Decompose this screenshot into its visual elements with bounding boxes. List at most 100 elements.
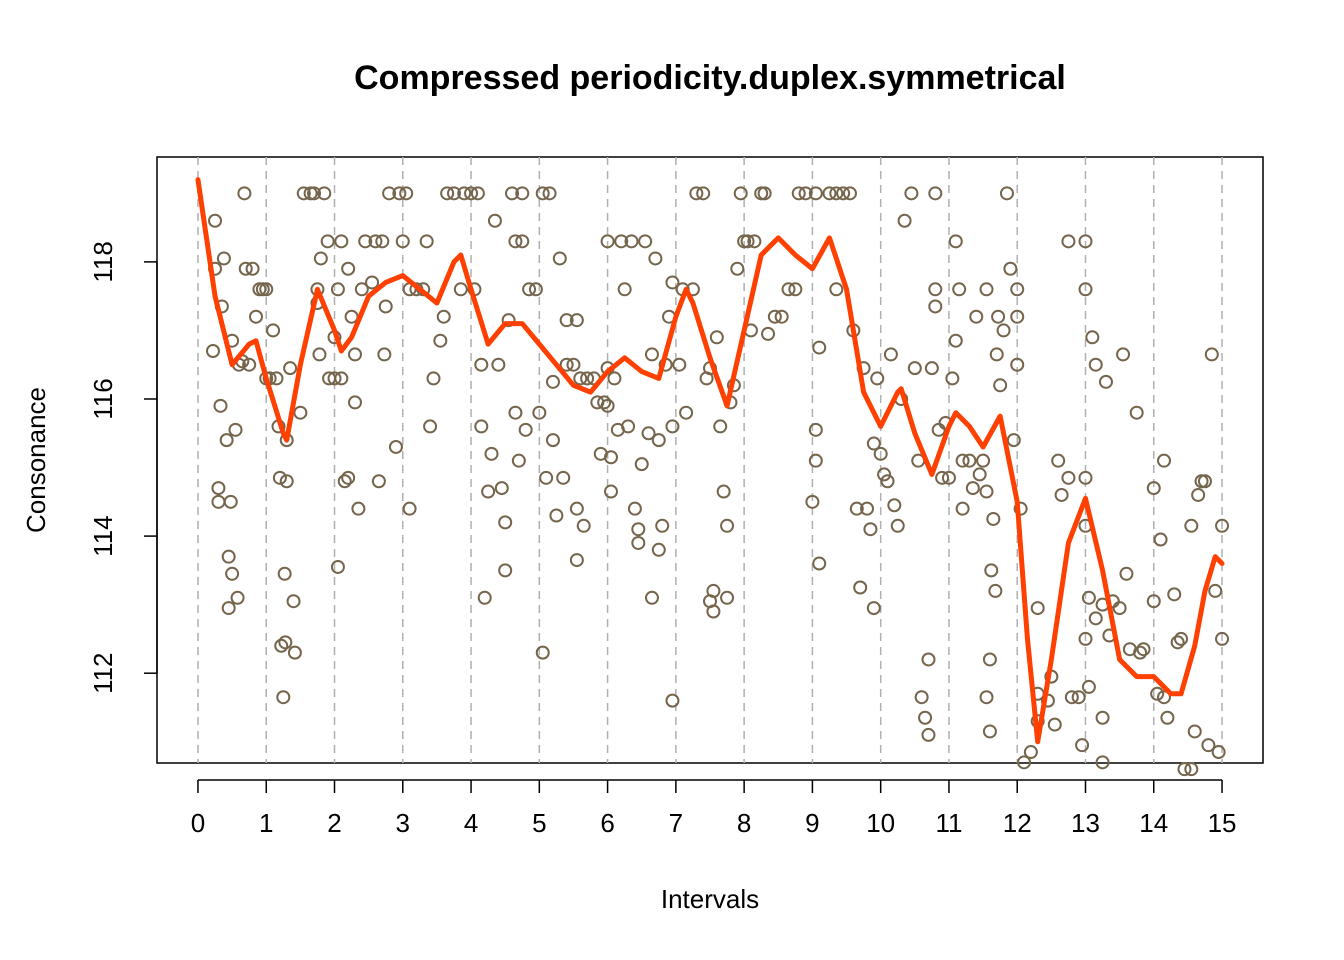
point <box>1116 347 1131 362</box>
point <box>877 467 892 482</box>
point <box>1129 405 1144 420</box>
point <box>928 299 943 314</box>
point <box>740 234 755 249</box>
point <box>979 282 994 297</box>
point <box>477 590 492 605</box>
x-tick-label: 11 <box>935 808 962 838</box>
point <box>634 457 649 472</box>
point <box>761 326 776 341</box>
x-tick-label: 7 <box>669 808 683 838</box>
point <box>242 357 257 372</box>
point <box>709 330 724 345</box>
chart-title: Compressed periodicity.duplex.symmetrica… <box>354 59 1066 97</box>
point <box>631 535 646 550</box>
point <box>720 590 735 605</box>
point <box>223 494 238 509</box>
plot-box <box>156 156 1264 764</box>
point <box>221 549 236 564</box>
point <box>1119 566 1134 581</box>
point <box>313 251 328 266</box>
point <box>1187 724 1202 739</box>
y-tick-label: 114 <box>88 515 118 556</box>
point <box>211 494 226 509</box>
point <box>791 186 806 201</box>
point <box>1010 357 1025 372</box>
point <box>402 501 417 516</box>
point <box>433 333 448 348</box>
point <box>283 361 298 376</box>
point <box>713 419 728 434</box>
point <box>952 282 967 297</box>
point <box>208 213 223 228</box>
point <box>453 282 468 297</box>
point <box>491 357 506 372</box>
x-tick-label: 15 <box>1208 808 1237 838</box>
y-tick-label: 116 <box>88 378 118 419</box>
point <box>277 566 292 581</box>
point <box>470 186 485 201</box>
point <box>1174 631 1189 646</box>
point <box>347 347 362 362</box>
point <box>399 186 414 201</box>
point <box>1064 690 1079 705</box>
point <box>604 484 619 499</box>
y-tick-label: 112 <box>88 652 118 693</box>
point <box>1030 601 1045 616</box>
point <box>1051 453 1066 468</box>
point <box>1191 487 1206 502</box>
point <box>330 559 345 574</box>
point <box>498 563 513 578</box>
point <box>948 234 963 249</box>
point <box>375 234 390 249</box>
point <box>1211 745 1226 760</box>
point <box>1215 631 1230 646</box>
point <box>866 601 881 616</box>
point <box>559 313 574 328</box>
point <box>440 186 455 201</box>
point <box>278 635 293 650</box>
point <box>511 453 526 468</box>
point <box>1157 453 1172 468</box>
point <box>679 405 694 420</box>
point <box>907 361 922 376</box>
point <box>1150 686 1165 701</box>
point <box>508 405 523 420</box>
point <box>388 439 403 454</box>
point <box>1197 474 1212 489</box>
point <box>539 470 554 485</box>
point <box>566 357 581 372</box>
x-tick-label: 1 <box>259 808 273 838</box>
point <box>604 450 619 465</box>
point <box>515 234 530 249</box>
point <box>1010 282 1025 297</box>
point <box>225 566 240 581</box>
point <box>269 371 284 386</box>
point <box>1184 518 1199 533</box>
point <box>351 501 366 516</box>
x-tick-label: 13 <box>1071 808 1100 838</box>
point <box>320 234 335 249</box>
point <box>542 186 557 201</box>
point <box>312 347 327 362</box>
point <box>382 186 397 201</box>
point <box>945 371 960 386</box>
point <box>377 347 392 362</box>
point <box>481 484 496 499</box>
point <box>989 347 1004 362</box>
point <box>569 501 584 516</box>
point <box>730 261 745 276</box>
point <box>1023 745 1038 760</box>
point <box>955 501 970 516</box>
point <box>665 693 680 708</box>
point <box>395 234 410 249</box>
point <box>808 422 823 437</box>
point <box>464 186 479 201</box>
point <box>508 234 523 249</box>
point <box>213 398 228 413</box>
point <box>979 690 994 705</box>
point <box>597 395 612 410</box>
point <box>216 251 231 266</box>
point <box>1017 755 1032 770</box>
point <box>812 556 827 571</box>
point <box>1061 234 1076 249</box>
